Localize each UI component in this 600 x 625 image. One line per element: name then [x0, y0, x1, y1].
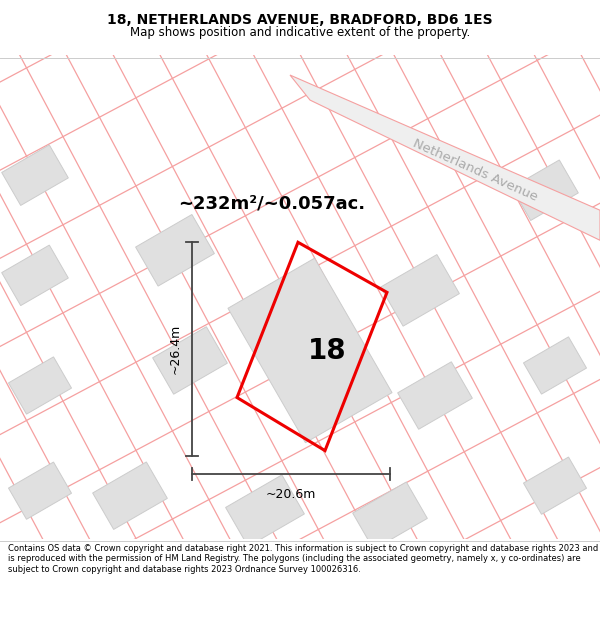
Text: Netherlands Avenue: Netherlands Avenue	[410, 137, 539, 204]
Polygon shape	[8, 462, 71, 519]
Text: Map shows position and indicative extent of the property.: Map shows position and indicative extent…	[130, 26, 470, 39]
Polygon shape	[2, 245, 68, 306]
Polygon shape	[228, 258, 392, 442]
Polygon shape	[523, 337, 587, 394]
Polygon shape	[152, 327, 227, 394]
Polygon shape	[523, 457, 587, 514]
Polygon shape	[136, 214, 214, 286]
Polygon shape	[353, 482, 427, 549]
Text: ~20.6m: ~20.6m	[266, 488, 316, 501]
Polygon shape	[380, 254, 460, 326]
Text: ~26.4m: ~26.4m	[169, 324, 182, 374]
Polygon shape	[512, 160, 578, 221]
Text: ~232m²/~0.057ac.: ~232m²/~0.057ac.	[178, 194, 365, 213]
Text: Contains OS data © Crown copyright and database right 2021. This information is : Contains OS data © Crown copyright and d…	[8, 544, 598, 574]
Polygon shape	[398, 362, 472, 429]
Polygon shape	[290, 75, 600, 240]
Polygon shape	[2, 145, 68, 206]
Text: 18: 18	[307, 337, 346, 365]
Text: 18, NETHERLANDS AVENUE, BRADFORD, BD6 1ES: 18, NETHERLANDS AVENUE, BRADFORD, BD6 1E…	[107, 12, 493, 26]
Polygon shape	[8, 357, 71, 414]
Polygon shape	[92, 462, 167, 529]
Polygon shape	[226, 475, 304, 546]
